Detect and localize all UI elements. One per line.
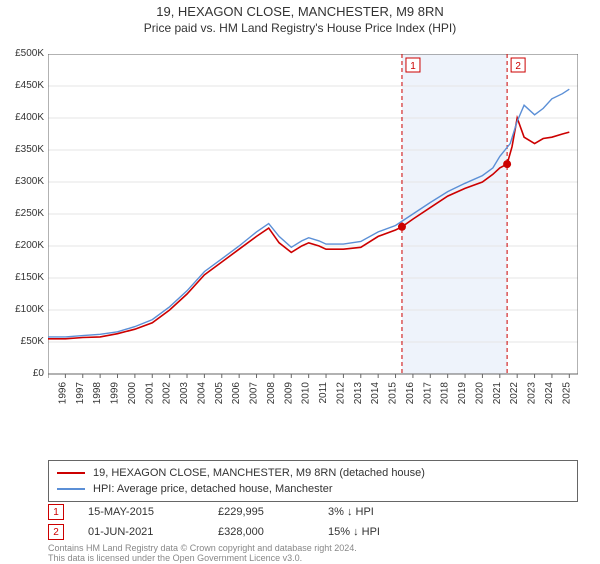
svg-text:1: 1 bbox=[410, 61, 416, 72]
legend-item: 19, HEXAGON CLOSE, MANCHESTER, M9 8RN (d… bbox=[57, 465, 569, 481]
y-tick-label: £100K bbox=[0, 304, 44, 315]
y-tick-label: £200K bbox=[0, 240, 44, 251]
y-tick-label: £150K bbox=[0, 272, 44, 283]
svg-text:2002: 2002 bbox=[162, 382, 173, 405]
legend-item: HPI: Average price, detached house, Manc… bbox=[57, 481, 569, 497]
svg-text:2009: 2009 bbox=[283, 382, 294, 405]
svg-text:2003: 2003 bbox=[179, 382, 190, 405]
legend-label: HPI: Average price, detached house, Manc… bbox=[93, 483, 333, 495]
svg-text:1999: 1999 bbox=[110, 382, 121, 405]
svg-text:2015: 2015 bbox=[388, 382, 399, 405]
page-title: 19, HEXAGON CLOSE, MANCHESTER, M9 8RN bbox=[0, 4, 600, 19]
y-tick-label: £300K bbox=[0, 176, 44, 187]
legend: 19, HEXAGON CLOSE, MANCHESTER, M9 8RN (d… bbox=[48, 460, 578, 502]
sale-row: 1 15-MAY-2015£229,9953% ↓ HPI bbox=[48, 502, 578, 522]
y-tick-label: £50K bbox=[0, 336, 44, 347]
footer: Contains HM Land Registry data © Crown c… bbox=[48, 544, 357, 564]
svg-text:2: 2 bbox=[515, 61, 521, 72]
svg-text:2025: 2025 bbox=[561, 382, 572, 405]
y-tick-label: £500K bbox=[0, 48, 44, 59]
svg-text:2010: 2010 bbox=[301, 382, 312, 405]
svg-text:2001: 2001 bbox=[144, 382, 155, 405]
svg-text:2018: 2018 bbox=[440, 382, 451, 405]
svg-text:2021: 2021 bbox=[492, 382, 503, 405]
svg-text:1997: 1997 bbox=[75, 382, 86, 405]
svg-text:2023: 2023 bbox=[527, 382, 538, 405]
sale-date: 15-MAY-2015 bbox=[88, 506, 218, 518]
svg-text:2020: 2020 bbox=[474, 382, 485, 405]
svg-text:2005: 2005 bbox=[214, 382, 225, 405]
sale-marker: 1 bbox=[48, 504, 64, 520]
y-tick-label: £350K bbox=[0, 144, 44, 155]
sale-price: £229,995 bbox=[218, 506, 328, 518]
y-tick-label: £400K bbox=[0, 112, 44, 123]
y-tick-label: £0 bbox=[0, 368, 44, 379]
y-tick-label: £250K bbox=[0, 208, 44, 219]
legend-swatch bbox=[57, 472, 85, 474]
svg-text:2013: 2013 bbox=[353, 382, 364, 405]
svg-text:2012: 2012 bbox=[335, 382, 346, 405]
legend-swatch bbox=[57, 488, 85, 490]
svg-text:2011: 2011 bbox=[318, 382, 329, 404]
sales-table: 1 15-MAY-2015£229,9953% ↓ HPI 2 01-JUN-2021… bbox=[48, 502, 578, 542]
svg-text:1996: 1996 bbox=[57, 382, 68, 405]
svg-text:2014: 2014 bbox=[370, 382, 381, 405]
chart: 1995 1996 1997 1998 1999 2000 2001 2002 2003 2004… bbox=[48, 54, 578, 419]
svg-text:2006: 2006 bbox=[231, 382, 242, 405]
svg-text:2004: 2004 bbox=[196, 382, 207, 405]
svg-text:1995: 1995 bbox=[48, 382, 51, 405]
svg-text:2019: 2019 bbox=[457, 382, 468, 405]
sale-price: £328,000 bbox=[218, 526, 328, 538]
svg-text:2007: 2007 bbox=[249, 382, 260, 405]
svg-text:2008: 2008 bbox=[266, 382, 277, 405]
sale-pct: 3% ↓ HPI bbox=[328, 506, 428, 518]
sale-marker: 2 bbox=[48, 524, 64, 540]
svg-text:2017: 2017 bbox=[422, 382, 433, 405]
footer-line-2: This data is licensed under the Open Gov… bbox=[48, 554, 357, 564]
page-subtitle: Price paid vs. HM Land Registry's House … bbox=[0, 21, 600, 35]
y-tick-label: £450K bbox=[0, 80, 44, 91]
svg-text:2022: 2022 bbox=[509, 382, 520, 405]
sale-date: 01-JUN-2021 bbox=[88, 526, 218, 538]
sale-pct: 15% ↓ HPI bbox=[328, 526, 428, 538]
svg-text:2000: 2000 bbox=[127, 382, 138, 405]
chart-svg: 1995 1996 1997 1998 1999 2000 2001 2002 2003 2004… bbox=[48, 54, 578, 419]
sale-row: 2 01-JUN-2021£328,00015% ↓ HPI bbox=[48, 522, 578, 542]
svg-text:2016: 2016 bbox=[405, 382, 416, 405]
legend-label: 19, HEXAGON CLOSE, MANCHESTER, M9 8RN (d… bbox=[93, 467, 425, 479]
svg-text:2024: 2024 bbox=[544, 382, 555, 405]
svg-text:1998: 1998 bbox=[92, 382, 103, 405]
